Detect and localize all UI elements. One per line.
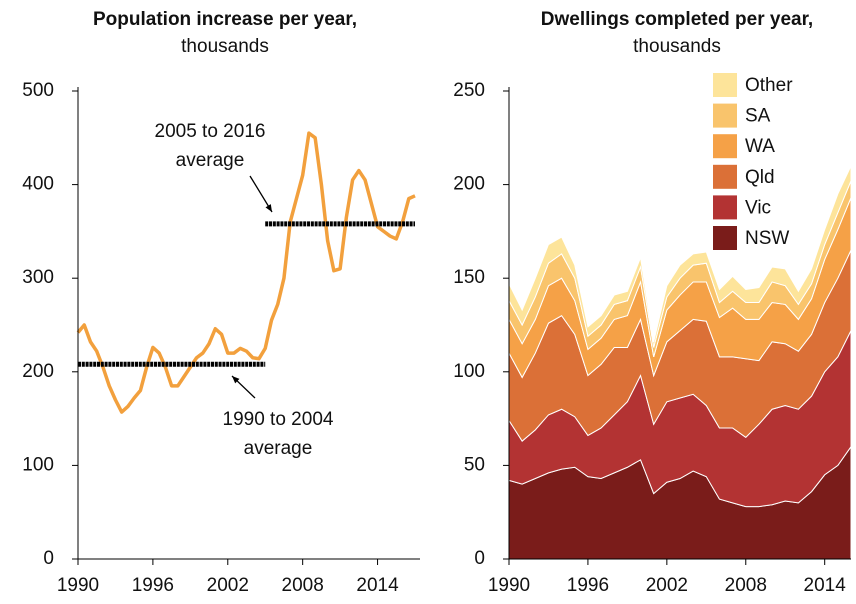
y-tick-label: 200	[453, 174, 485, 195]
y-tick-label: 150	[453, 267, 485, 288]
legend-label: WA	[745, 136, 775, 157]
y-tick-label: 250	[453, 80, 485, 101]
x-tick-label: 2002	[207, 575, 249, 596]
x-tick-label: 1990	[488, 575, 530, 596]
x-tick-label: 2002	[646, 575, 688, 596]
y-tick-label: 100	[22, 454, 54, 475]
chart-title: Population increase per year,	[93, 9, 357, 30]
annotation: 2005 to 2016	[155, 121, 266, 142]
legend-label: Qld	[745, 167, 775, 188]
legend-label: SA	[745, 106, 771, 127]
x-tick-label: 2008	[282, 575, 324, 596]
y-tick-label: 0	[474, 548, 485, 569]
x-tick-label: 1996	[132, 575, 174, 596]
annotation: 1990 to 2004	[223, 409, 334, 430]
x-tick-label: 2014	[804, 575, 847, 596]
legend-label: Other	[745, 75, 793, 96]
y-tick-label: 200	[22, 361, 54, 382]
chart-subtitle: thousands	[181, 36, 269, 57]
area	[508, 165, 852, 348]
arrow-head	[265, 204, 272, 212]
annotation: average	[176, 150, 245, 171]
x-tick-label: 2008	[725, 575, 767, 596]
line	[76, 131, 416, 414]
y-tick-label: 300	[22, 267, 54, 288]
y-tick-label: 400	[22, 174, 54, 195]
legend-swatch	[713, 226, 737, 250]
x-tick-label: 1990	[57, 575, 99, 596]
y-tick-label: 100	[453, 361, 485, 382]
y-tick-label: 0	[43, 548, 54, 569]
arrow-head	[232, 376, 240, 384]
chart-subtitle: thousands	[633, 36, 721, 57]
annotation: average	[244, 438, 313, 459]
legend-label: Vic	[745, 197, 771, 218]
legend-swatch	[713, 195, 737, 220]
x-tick-label: 1996	[567, 575, 609, 596]
y-tick-label: 50	[464, 454, 485, 475]
legend-swatch	[713, 103, 737, 128]
legend-swatch	[713, 73, 737, 97]
chart-title: Dwellings completed per year,	[541, 9, 813, 30]
legend-swatch	[713, 134, 737, 159]
legend-label: NSW	[745, 228, 789, 249]
y-tick-label: 500	[22, 80, 54, 101]
x-tick-label: 2014	[356, 575, 399, 596]
legend-swatch	[713, 164, 737, 189]
